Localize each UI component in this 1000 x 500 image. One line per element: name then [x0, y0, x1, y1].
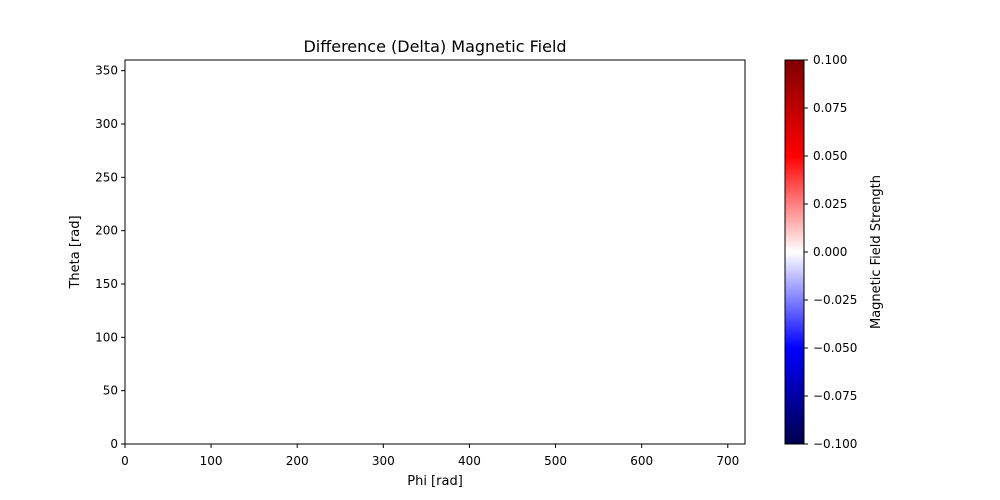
- y-tick-label: 150: [95, 277, 118, 291]
- x-axis-label: Phi [rad]: [407, 474, 463, 489]
- colorbar-tick-label: 0.075: [813, 101, 847, 115]
- y-tick-label: 200: [95, 224, 118, 238]
- plot-frame: [124, 59, 746, 445]
- colorbar-tick-label: −0.100: [813, 437, 857, 451]
- colorbar: [784, 59, 805, 445]
- x-tick-label: 400: [458, 454, 481, 468]
- x-tick-label: 500: [544, 454, 567, 468]
- x-tick-label: 100: [200, 454, 223, 468]
- y-tick-label: 50: [103, 384, 118, 398]
- chart-title: Difference (Delta) Magnetic Field: [303, 37, 566, 56]
- x-tick-label: 300: [372, 454, 395, 468]
- x-tick-label: 700: [716, 454, 739, 468]
- x-axis: 0 100 200 300 400 500 600 700: [121, 444, 739, 468]
- x-tick-label: 600: [630, 454, 653, 468]
- y-axis: 0 50 100 150 200 250 300 350: [95, 64, 125, 451]
- x-tick-label: 0: [121, 454, 129, 468]
- colorbar-tick-label: 0.050: [813, 149, 847, 163]
- colorbar-label: Magnetic Field Strength: [869, 175, 884, 329]
- colorbar-tick-label: 0.100: [813, 53, 847, 67]
- y-tick-label: 350: [95, 64, 118, 78]
- colorbar-tick-label: 0.025: [813, 197, 847, 211]
- y-tick-label: 100: [95, 330, 118, 344]
- y-tick-label: 0: [110, 437, 118, 451]
- colorbar-tick-label: −0.025: [813, 293, 857, 307]
- y-tick-label: 300: [95, 117, 118, 131]
- colorbar-tick-label: −0.075: [813, 389, 857, 403]
- colorbar-tick-label: −0.050: [813, 341, 857, 355]
- colorbar-tick-label: 0.000: [813, 245, 847, 259]
- y-tick-label: 250: [95, 170, 118, 184]
- y-axis-label: Theta [rad]: [68, 215, 83, 289]
- colorbar-axis: −0.100 −0.075 −0.050 −0.025 0.000 0.025 0.050 0…: [804, 53, 857, 451]
- plot-area: [125, 60, 745, 444]
- x-tick-label: 200: [286, 454, 309, 468]
